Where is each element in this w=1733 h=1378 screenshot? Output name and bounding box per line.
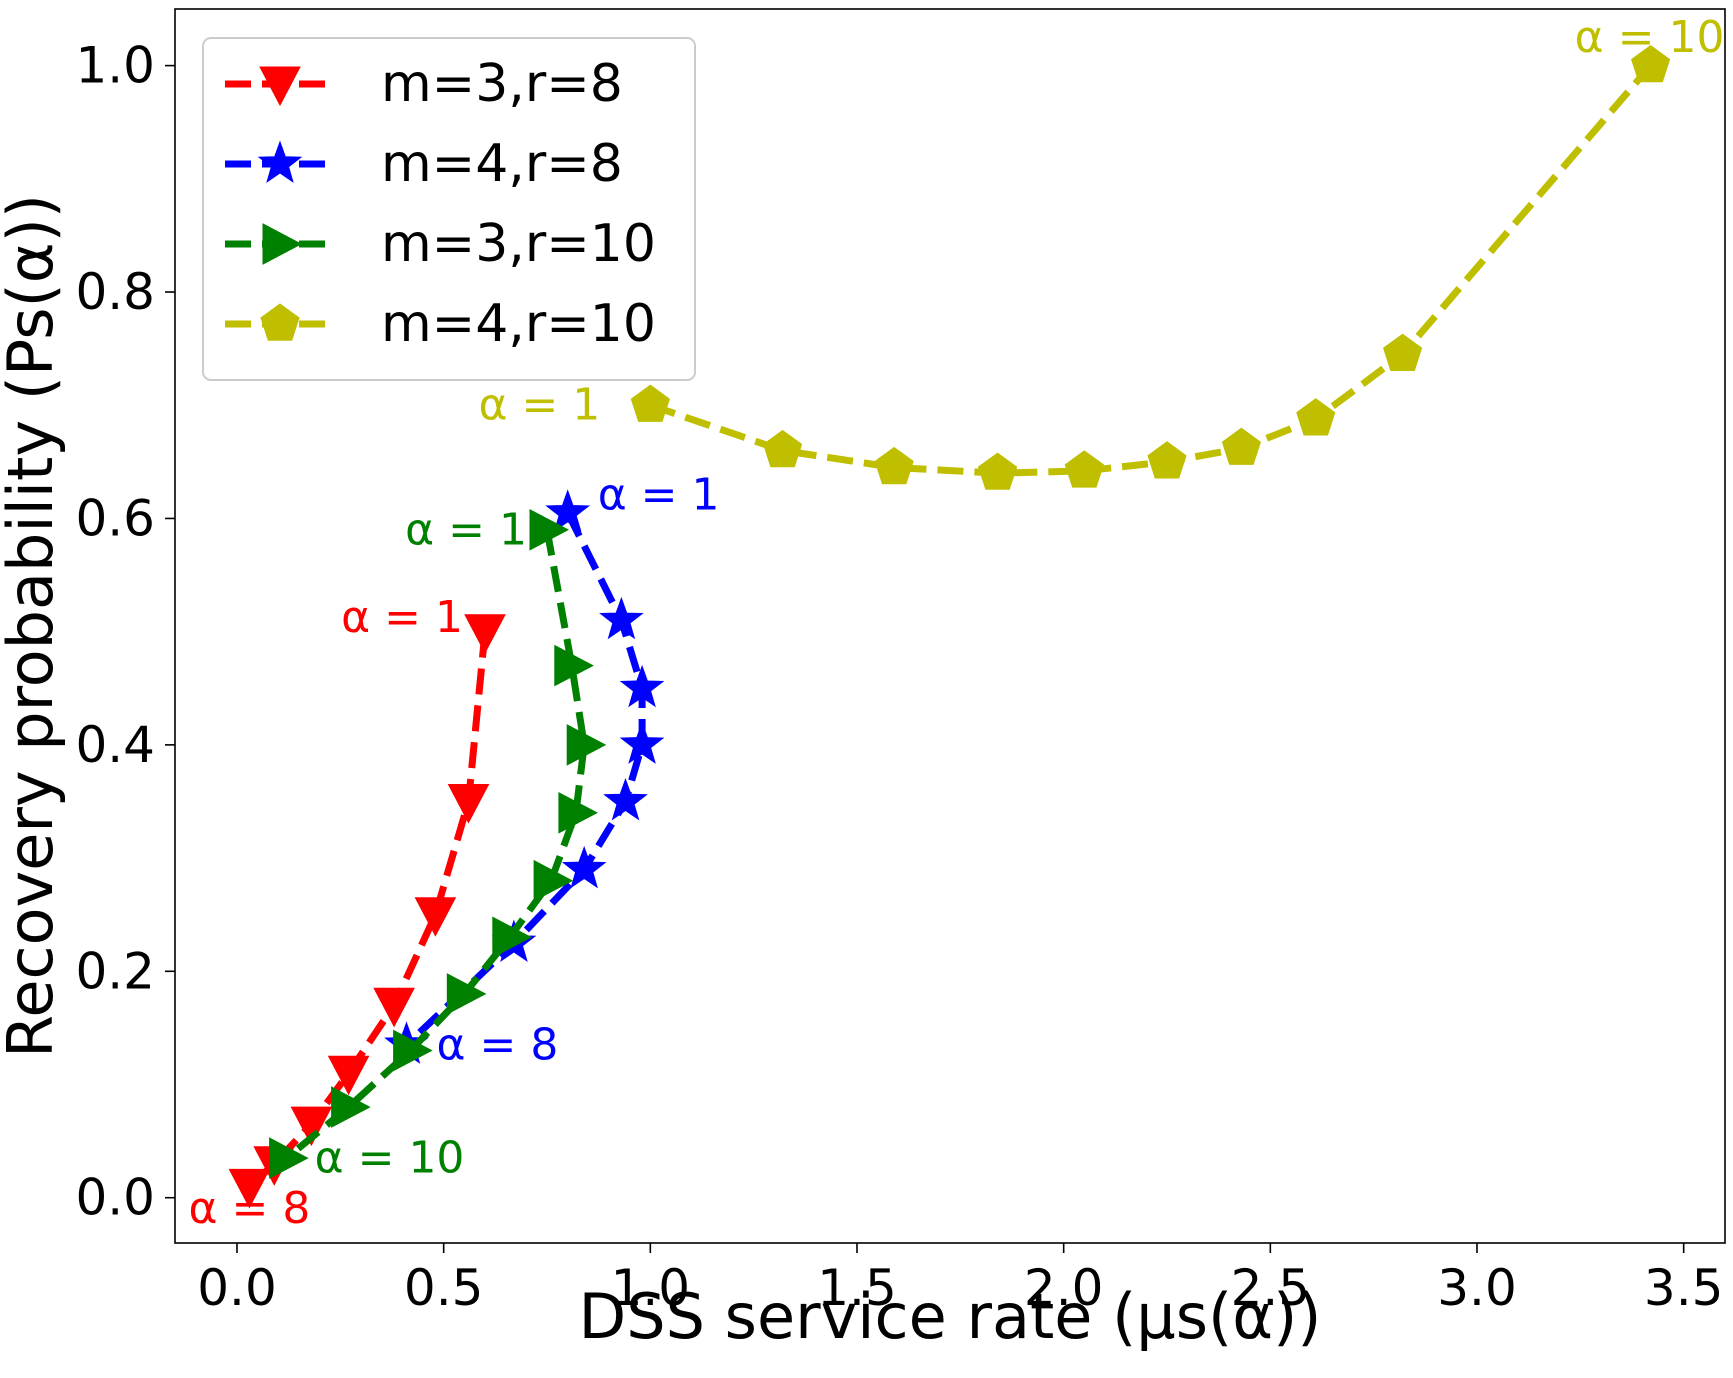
legend-marker bbox=[260, 303, 300, 341]
annotation: α = 8 bbox=[188, 1183, 310, 1234]
legend-box bbox=[202, 37, 696, 381]
data-point bbox=[327, 1055, 370, 1096]
legend-marker bbox=[262, 223, 303, 265]
data-point bbox=[874, 446, 914, 485]
y-tick-label: 0.6 bbox=[75, 489, 155, 547]
data-point bbox=[290, 1106, 333, 1147]
data-point bbox=[977, 452, 1018, 490]
data-point bbox=[1221, 427, 1261, 465]
series-line bbox=[649, 63, 1654, 477]
data-point bbox=[566, 724, 607, 766]
x-tick-label: 0.5 bbox=[404, 1259, 484, 1317]
y-tick-label: 0.4 bbox=[75, 716, 155, 774]
x-tick-label: 2.5 bbox=[1231, 1259, 1311, 1317]
x-tick-label: 0.0 bbox=[197, 1259, 277, 1317]
legend-marker bbox=[259, 66, 301, 107]
annotation: α = 1 bbox=[405, 504, 527, 555]
data-point bbox=[331, 1086, 371, 1128]
data-point bbox=[373, 987, 415, 1028]
data-point bbox=[446, 973, 487, 1015]
y-tick-label: 1.0 bbox=[75, 37, 155, 95]
series-line bbox=[284, 529, 588, 1161]
legend: m=3,r=8 m=4,r=8 m=3,r=10 m=4,r=10 bbox=[202, 37, 696, 381]
y-tick-label: 0.2 bbox=[75, 942, 155, 1000]
data-point bbox=[545, 489, 591, 532]
legend-label: m=4,r=10 bbox=[381, 294, 656, 354]
legend-item: m=4,r=10 bbox=[225, 294, 656, 354]
x-tick-label: 1.0 bbox=[611, 1259, 691, 1317]
data-point bbox=[414, 897, 457, 937]
data-point bbox=[533, 859, 574, 902]
data-point bbox=[619, 664, 665, 708]
data-point bbox=[1064, 450, 1104, 488]
data-point bbox=[228, 1168, 271, 1209]
x-tick-label: 1.5 bbox=[817, 1259, 897, 1317]
y-tick-label: 0.8 bbox=[75, 263, 155, 321]
legend-item: m=3,r=10 bbox=[225, 214, 656, 274]
annotation: α = 1 bbox=[341, 592, 463, 643]
x-tick-label: 2.0 bbox=[1024, 1259, 1104, 1317]
annotation: α = 10 bbox=[315, 1133, 465, 1184]
x-axis-title: DSS service rate (μs(α)) bbox=[579, 1280, 1322, 1353]
data-point bbox=[447, 784, 490, 824]
series-m=3,r=10 bbox=[269, 508, 607, 1179]
legend-label: m=3,r=8 bbox=[381, 54, 623, 114]
legend-item: m=4,r=8 bbox=[225, 134, 623, 194]
data-point bbox=[1383, 333, 1423, 371]
annotation: α = 1 bbox=[478, 380, 600, 431]
data-point bbox=[630, 384, 670, 422]
data-point bbox=[393, 1029, 433, 1072]
axes: 0.0 0.5 1.0 1.5 2.0 2.5 3.0 3.5 0.0 0.2 0.4 0.6 0.8 1… bbox=[75, 8, 1726, 1317]
annotation: α = 10 bbox=[1575, 12, 1725, 63]
data-point bbox=[763, 429, 803, 468]
data-point bbox=[603, 778, 648, 821]
data-point bbox=[561, 845, 607, 889]
annotation: α = 8 bbox=[437, 1019, 559, 1070]
plot-frame bbox=[174, 8, 1726, 1244]
data-point bbox=[1631, 44, 1671, 83]
legend-item: m=3,r=8 bbox=[225, 54, 623, 114]
data-point bbox=[492, 916, 532, 959]
data-point bbox=[1296, 398, 1336, 436]
annotation: α = 1 bbox=[598, 469, 720, 520]
y-axis-title: Recovery probability (Ps(α)) bbox=[0, 194, 67, 1058]
data-point bbox=[619, 721, 665, 764]
plot-area: α = 10α = 1α = 1α = 1α = 1α = 8α = 10α =… bbox=[188, 12, 1724, 1234]
data-point bbox=[599, 596, 644, 640]
x-tick-label: 3.0 bbox=[1437, 1259, 1517, 1317]
legend-marker bbox=[257, 140, 303, 183]
series-m=4,r=10 bbox=[630, 44, 1671, 490]
legend-label: m=3,r=10 bbox=[381, 214, 656, 274]
data-point bbox=[1147, 441, 1187, 479]
x-tick-label: 3.5 bbox=[1644, 1259, 1724, 1317]
data-point bbox=[529, 508, 570, 551]
data-point bbox=[554, 644, 594, 687]
data-point bbox=[269, 1137, 309, 1179]
y-tick-label: 0.0 bbox=[75, 1169, 155, 1227]
legend-label: m=4,r=8 bbox=[381, 134, 623, 194]
data-point bbox=[464, 614, 506, 654]
data-point bbox=[558, 791, 598, 834]
